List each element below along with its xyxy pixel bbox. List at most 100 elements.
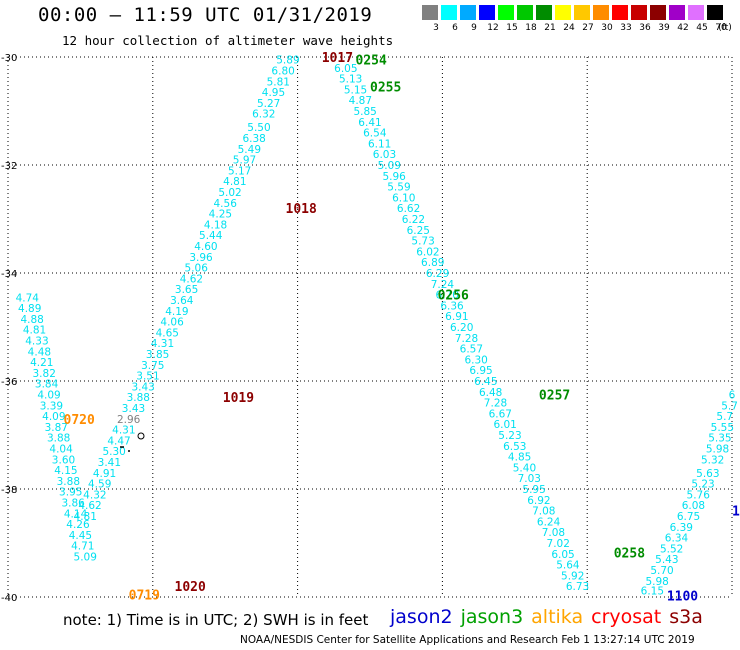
pass-time-label: 0720: [64, 413, 95, 428]
wave-height-point: 6.39: [670, 522, 693, 534]
wave-height-point: 5.89: [276, 55, 299, 67]
wave-height-point: 4.32: [83, 489, 106, 501]
wave-height-point: 4.47: [107, 435, 130, 447]
legend-swatch-label: 36: [639, 23, 651, 33]
wave-height-point: 4.09: [42, 411, 65, 423]
legend-swatch-label: 45: [696, 23, 708, 33]
wave-height-point: 4.15: [54, 465, 77, 477]
legend-swatch-label: 6: [452, 23, 458, 33]
legend-swatch: [631, 5, 647, 20]
wave-height-point: 6.38: [242, 133, 265, 145]
wave-height-point: 3.88: [127, 392, 150, 404]
legend-swatch-label: 12: [487, 23, 499, 33]
wave-height-point: 3.75: [141, 360, 164, 372]
wave-height-point: 5.76: [687, 489, 711, 501]
wave-height-point: 6.73: [566, 581, 589, 593]
legend-swatch: [612, 5, 628, 20]
wave-height-point: 4.31: [151, 338, 174, 350]
legend-swatch: [498, 5, 514, 20]
wave-height-point: 4.26: [66, 519, 90, 531]
wave-height-point: 4.88: [20, 314, 43, 326]
wave-height-point: 5.23: [498, 430, 521, 442]
wave-height-point: 4.81: [223, 176, 246, 188]
wave-height-point: 3.95: [59, 487, 82, 499]
pass-time-label: 0256: [438, 289, 469, 304]
wave-height-point: 5.63: [696, 468, 719, 480]
legend-swatch-label: 3: [433, 23, 439, 33]
wave-height-point: 7.28: [484, 398, 507, 410]
wave-height-point: 3.84: [35, 379, 59, 391]
wave-height-point: 4.81: [74, 511, 97, 523]
wave-height-point: 3.41: [98, 457, 121, 469]
y-tick-label: -32: [1, 161, 17, 172]
wave-height-point: 6.57: [460, 344, 483, 356]
wave-height-point: 6.91: [445, 311, 468, 323]
wave-height-point: 5.59: [387, 182, 410, 194]
wave-height-point: 5.06: [185, 263, 209, 275]
chart-subtitle: 12 hour collection of altimeter wave hei…: [62, 33, 394, 48]
pass-time-label: 1101: [732, 505, 740, 520]
wave-height-point: 4.60: [194, 241, 217, 253]
wave-height-point: 5.81: [267, 76, 290, 88]
wave-height-point: 5.52: [660, 543, 683, 555]
legend-swatch-label: 27: [582, 23, 594, 33]
chart-title: 00:00 – 11:59 UTC 01/31/2019: [38, 4, 373, 26]
y-tick-label: -38: [1, 485, 17, 496]
wave-height-point: 6.25: [407, 225, 430, 237]
wave-height-point: 5.92: [561, 570, 584, 582]
satellite-name: s3a: [669, 606, 703, 628]
legend-swatch-label: 9: [471, 23, 477, 33]
x-tick-label: -12: [145, 604, 161, 605]
wave-height-point: 4.87: [349, 95, 372, 107]
wave-height-point: 4.14: [64, 508, 88, 520]
wave-height-point: 6.03: [373, 149, 396, 161]
satellite-name: jason2: [390, 606, 453, 628]
grid-layer: [7, 56, 733, 598]
wave-height-point: 3.43: [131, 381, 154, 393]
wave-height-point: 5.7: [721, 400, 738, 412]
wave-height-point: 6.89: [421, 257, 444, 269]
wave-height-plot: -15-12-9-6-30-30-32-34-36-38-40 65.75.75…: [1, 51, 740, 605]
wave-height-point: 4.74: [16, 292, 40, 304]
wave-height-point: 5.64: [556, 560, 580, 572]
x-tick-label: -15: [8, 604, 24, 605]
x-tick-label: -6: [437, 604, 447, 605]
wave-height-point: 6.10: [392, 192, 415, 204]
wave-height-point: 4.71: [71, 541, 94, 553]
legend-swatch: [479, 5, 495, 20]
wave-height-point: 5.95: [522, 484, 545, 496]
satellite-legend: jason2 jason3 altika cryosat s3a: [390, 606, 711, 628]
wave-height-point: 5.49: [238, 144, 261, 156]
wave-height-point: 3.51: [136, 371, 159, 383]
wave-height-point: 5.70: [650, 565, 673, 577]
legend-swatch: [422, 5, 438, 20]
wave-height-point: 4.62: [78, 500, 101, 512]
wave-height-point: 4.18: [204, 219, 227, 231]
wave-height-point: 5.09: [74, 552, 97, 564]
satellite-name: cryosat: [591, 606, 662, 628]
wave-height-point: 6.80: [271, 66, 294, 78]
wave-height-point: 6.08: [682, 500, 705, 512]
legend-swatch: [441, 5, 457, 20]
wave-height-point: 6.48: [479, 387, 502, 399]
wave-height-point: 6.34: [665, 533, 689, 545]
wave-height-point: 6.70: [436, 290, 459, 302]
pass-time-label: 1017: [322, 51, 353, 66]
wave-height-point: 2.96: [117, 414, 141, 426]
wave-height-point: 6: [729, 390, 736, 402]
wave-height-point: 6.53: [503, 441, 526, 453]
pass-time-label: 0257: [539, 389, 570, 404]
wave-height-point: 6.22: [402, 214, 425, 226]
legend-swatch-label: 70: [715, 23, 727, 33]
wave-height-point: 6.32: [252, 109, 275, 121]
wave-height-point: 3.85: [146, 349, 169, 361]
wave-height-point: 5.35: [708, 433, 731, 445]
wave-height-point: 7.24: [431, 279, 455, 291]
wave-height-point: 4.33: [25, 336, 48, 348]
wave-height-point: 5.15: [344, 84, 367, 96]
wave-height-point: 7.08: [542, 527, 565, 539]
wave-height-point: 4.89: [18, 303, 41, 315]
legend-swatch-label: 24: [563, 23, 575, 33]
legend-unit: (ft): [718, 23, 732, 33]
wave-height-point: 6.54: [363, 128, 387, 140]
